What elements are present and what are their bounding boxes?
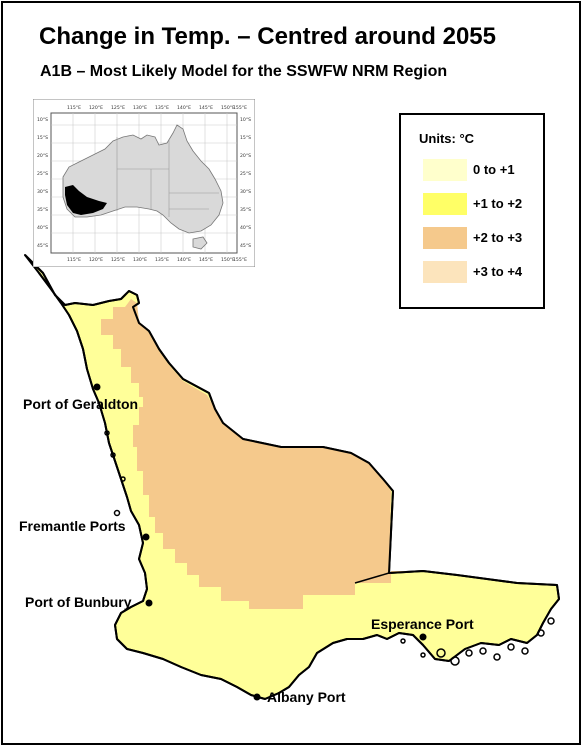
inset-top-tick: 135°E (155, 105, 169, 111)
legend-label: +1 to +2 (473, 196, 523, 211)
inset-bottom-tick: 135°E (155, 257, 169, 263)
inset-bottom-tick: 150°E (221, 257, 235, 263)
legend-item-3-to-4: +3 to +4 (423, 261, 522, 283)
inset-left-tick: 45°S (37, 243, 48, 249)
inset-top-tick: 130°E (133, 105, 147, 111)
legend-label: +2 to +3 (473, 230, 523, 245)
inset-top-tick: 115°E (67, 105, 81, 111)
legend-swatch (423, 261, 467, 283)
legend-item-1-to-2: +1 to +2 (423, 193, 522, 215)
region-inland-zone (101, 299, 423, 609)
inset-top-tick: 125°E (111, 105, 125, 111)
port-markers (93, 383, 427, 701)
port-label-geraldton: Port of Geraldton (23, 396, 139, 412)
inset-left-tick: 25°S (37, 171, 48, 177)
legend-label: 0 to +1 (473, 162, 515, 177)
inset-bottom-tick: 130°E (133, 257, 147, 263)
inset-right-tick: 20°S (240, 153, 251, 159)
port-marker-esperance (419, 633, 427, 641)
inset-top-tick: 150°E (221, 105, 235, 111)
inset-bottom-tick: 115°E (67, 257, 81, 263)
inset-top-tick: 145°E (199, 105, 213, 111)
inset-right-tick: 40°S (240, 225, 251, 231)
inset-right-tick: 25°S (240, 171, 251, 177)
inset-top-tick: 120°E (89, 105, 103, 111)
inset-bottom-tick: 120°E (89, 257, 103, 263)
inset-map-australia: 115°E 120°E 125°E 130°E 135°E 140°E 145°… (33, 99, 255, 267)
legend-swatch (423, 159, 467, 181)
inset-bottom-tick: 125°E (111, 257, 125, 263)
inset-right-tick: 45°S (240, 243, 251, 249)
port-label-bunbury: Port of Bunbury (25, 594, 132, 610)
inset-tasmania (192, 236, 208, 250)
inset-right-tick: 10°S (240, 117, 251, 123)
inset-left-tick: 15°S (37, 135, 48, 141)
legend-item-0-to-1: 0 to +1 (423, 159, 515, 181)
inset-left-tick: 35°S (37, 207, 48, 213)
legend: Units: °C 0 to +1 +1 to +2 +2 to +3 +3 t… (399, 113, 545, 309)
inset-left-tick: 40°S (37, 225, 48, 231)
map-title: Change in Temp. – Centred around 2055 (39, 23, 496, 50)
region-map (24, 254, 560, 701)
inset-left-tick: 30°S (37, 189, 48, 195)
inset-left-tick: 10°S (37, 117, 48, 123)
inset-left-tick: 20°S (37, 153, 48, 159)
port-label-esperance: Esperance Port (371, 616, 474, 632)
region-outline (24, 254, 560, 700)
legend-swatch (423, 193, 467, 215)
legend-label: +3 to +4 (473, 264, 523, 279)
inset-bottom-tick: 140°E (177, 257, 191, 263)
port-marker-bunbury (145, 599, 153, 607)
legend-item-2-to-3: +2 to +3 (423, 227, 522, 249)
inset-right-tick: 35°S (240, 207, 251, 213)
port-marker-fremantle (142, 533, 150, 541)
inset-right-tick: 30°S (240, 189, 251, 195)
port-marker-albany (253, 693, 261, 701)
legend-title: Units: °C (419, 131, 475, 146)
islands (104, 430, 555, 666)
region-boundary-east (354, 572, 390, 584)
port-marker-geraldton (93, 383, 101, 391)
inset-top-tick: 155°E (233, 105, 247, 111)
inset-bottom-tick: 155°E (233, 257, 247, 263)
port-label-fremantle: Fremantle Ports (19, 518, 126, 534)
legend-swatch (423, 227, 467, 249)
inset-top-tick: 140°E (177, 105, 191, 111)
inset-bottom-tick: 145°E (199, 257, 213, 263)
inset-region-highlight (65, 185, 107, 215)
inset-right-tick: 15°S (240, 135, 251, 141)
map-subtitle: A1B – Most Likely Model for the SSWFW NR… (40, 63, 448, 80)
port-label-albany: Albany Port (267, 689, 346, 705)
